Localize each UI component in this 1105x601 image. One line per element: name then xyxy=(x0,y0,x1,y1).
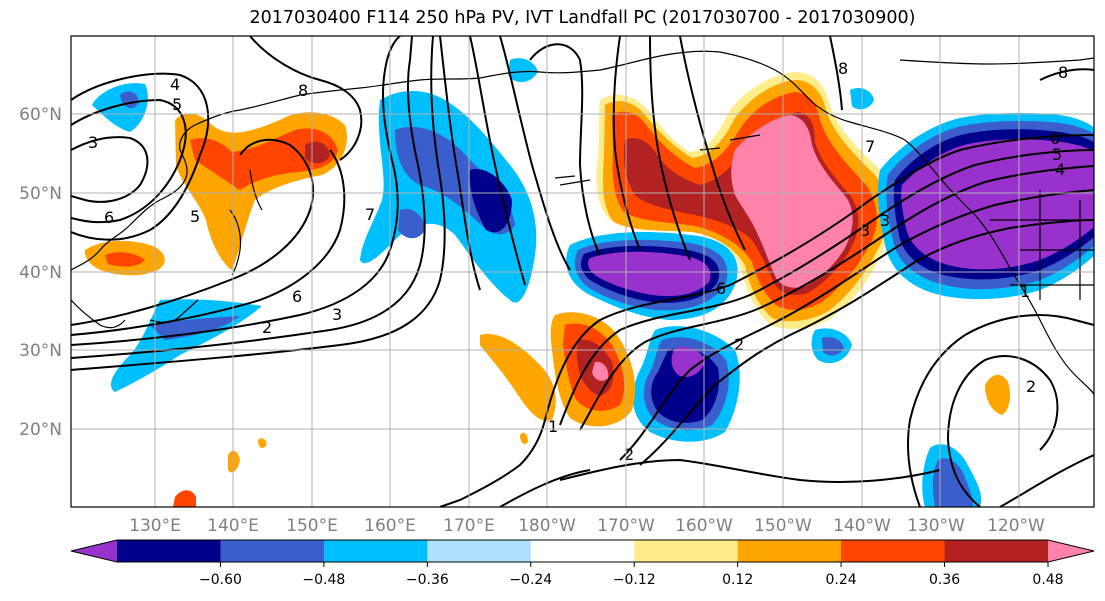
colorbar-outline xyxy=(70,539,1095,563)
lon-label: 150°W xyxy=(754,516,812,536)
map-title: 2017030400 F114 250 hPa PV, IVT Landfall… xyxy=(249,8,916,28)
lon-label: 160°E xyxy=(364,516,416,536)
lat-label: 30°N xyxy=(19,341,62,361)
colorbar-extend-max xyxy=(1048,540,1094,562)
colorbar-tick-label: −0.12 xyxy=(613,572,656,588)
contour-label: 5 xyxy=(1052,145,1062,164)
ivt-shading xyxy=(84,58,1094,507)
lon-label: 180°W xyxy=(518,516,576,536)
contour-label: 5 xyxy=(190,207,200,226)
lon-label: 130°W xyxy=(907,516,965,536)
contour-label: 3 xyxy=(880,211,890,230)
contour-label: 8 xyxy=(298,81,308,100)
colorbar-tick-label: 0.12 xyxy=(722,572,753,588)
lon-label: 120°W xyxy=(987,516,1045,536)
colorbar-segment xyxy=(220,540,325,562)
colorbar-extend-min xyxy=(71,540,117,562)
map-frame xyxy=(70,35,1095,508)
colorbar-segment xyxy=(323,540,428,562)
contour-label: 6 xyxy=(104,208,114,227)
contour-label: 7 xyxy=(365,205,375,224)
contour-label: 1 xyxy=(1020,282,1030,301)
contour-label: 3 xyxy=(860,221,870,240)
contour-label: 6 xyxy=(716,279,726,298)
latitude-labels: 20°N 30°N 40°N 50°N 60°N xyxy=(19,105,62,440)
colorbar-segment xyxy=(427,540,532,562)
gridlines xyxy=(71,36,1094,507)
contour-label: 6 xyxy=(1050,129,1060,148)
contour-label: 2 xyxy=(734,335,744,354)
contour-label: 4 xyxy=(170,75,180,94)
contour-label: 2 xyxy=(624,445,634,464)
lon-label: 170°W xyxy=(597,516,655,536)
contour-label: 8 xyxy=(1058,63,1068,82)
colorbar-tick-label: −0.24 xyxy=(509,572,552,588)
colorbar-tick-label: −0.36 xyxy=(406,572,449,588)
lon-label: 140°W xyxy=(833,516,891,536)
contour-label: 3 xyxy=(332,305,342,324)
lon-label: 170°E xyxy=(443,516,495,536)
contour-label: 8 xyxy=(838,59,848,78)
contour-label: 2 xyxy=(1026,377,1036,396)
colorbar-tick-label: −0.48 xyxy=(302,572,345,588)
contour-label: 5 xyxy=(172,95,182,114)
colorbar-segment xyxy=(530,540,635,562)
colorbar-tick-label: 0.48 xyxy=(1032,572,1063,588)
lon-label: 140°E xyxy=(207,516,259,536)
lat-label: 40°N xyxy=(19,263,62,283)
lon-label: 130°E xyxy=(129,516,181,536)
contour-label: 6 xyxy=(292,287,302,306)
lat-label: 50°N xyxy=(19,184,62,204)
contour-label: 4 xyxy=(1055,160,1065,179)
pv-contours xyxy=(71,36,1094,507)
colorbar-segment xyxy=(117,540,222,562)
colorbar-tick-label: 0.36 xyxy=(929,572,960,588)
lon-label: 160°W xyxy=(675,516,733,536)
colorbar: −0.60 −0.48 −0.36 −0.24 −0.12 0.12 0.24 0.36 0.4… xyxy=(70,539,1095,588)
contour-label: 3 xyxy=(88,133,98,152)
lat-label: 60°N xyxy=(19,105,62,125)
contour-label: 1 xyxy=(548,417,558,436)
coastlines xyxy=(71,50,1094,396)
colorbar-tick-label: 0.24 xyxy=(826,572,857,588)
colorbar-segment xyxy=(737,540,842,562)
longitude-labels: 130°E 140°E 150°E 160°E 170°E 180°W 170°… xyxy=(129,516,1045,536)
lon-label: 150°E xyxy=(286,516,338,536)
colorbar-segment xyxy=(841,540,946,562)
colorbar-segment xyxy=(634,540,739,562)
contour-label: 2 xyxy=(262,318,272,337)
colorbar-segment xyxy=(944,540,1049,562)
contour-label: 7 xyxy=(865,137,875,156)
contour-label-group: 4 5 3 6 5 8 7 6 3 2 8 6 5 4 7 6 2 1 2 3 … xyxy=(88,59,1068,464)
lat-label: 20°N xyxy=(19,420,62,440)
colorbar-tick-label: −0.60 xyxy=(199,572,242,588)
